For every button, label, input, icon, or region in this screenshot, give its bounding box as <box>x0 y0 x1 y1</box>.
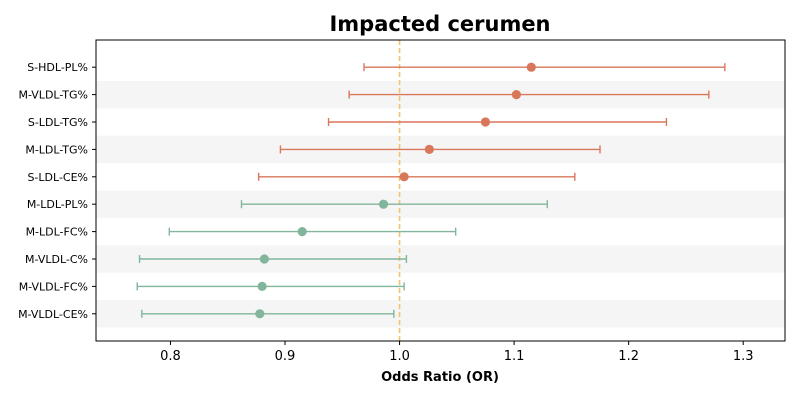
x-tick-label: 0.9 <box>275 349 296 364</box>
chart-title: Impacted cerumen <box>329 12 550 36</box>
x-tick-label: 0.8 <box>160 349 181 364</box>
plot-frame <box>95 39 786 342</box>
y-axis: S-HDL-PL% M-VLDL-TG% S-LDL-TG% M-LDL-TG% S-L… <box>18 61 96 321</box>
y-tick-label: S-HDL-PL% <box>27 61 88 74</box>
or-point <box>255 309 265 319</box>
or-point <box>257 281 267 291</box>
y-tick-label: M-LDL-PL% <box>27 198 88 211</box>
x-axis: 0.8 0.9 1.0 1.1 1.2 1.3 <box>160 341 754 364</box>
or-point <box>378 199 389 209</box>
y-tick-label: S-LDL-CE% <box>27 171 88 184</box>
x-tick-label: 1.3 <box>733 349 754 364</box>
y-tick-label: M-LDL-TG% <box>25 143 88 156</box>
or-point <box>424 144 434 154</box>
y-tick-label: M-VLDL-CE% <box>18 308 88 321</box>
or-point <box>259 254 269 264</box>
x-axis-label: Odds Ratio (OR) <box>381 370 499 385</box>
x-tick-label: 1.2 <box>618 349 639 364</box>
y-tick-label: M-VLDL-TG% <box>18 89 88 102</box>
data-marks <box>136 62 726 319</box>
or-point <box>526 62 536 72</box>
or-point <box>480 117 491 127</box>
or-point <box>297 227 307 237</box>
y-tick-label: M-VLDL-C% <box>25 253 88 266</box>
x-tick-label: 1.1 <box>504 349 525 364</box>
y-tick-label: M-LDL-FC% <box>26 226 88 239</box>
x-tick-label: 1.0 <box>389 349 410 364</box>
or-point <box>399 172 409 182</box>
y-tick-label: S-LDL-TG% <box>28 116 88 129</box>
or-point <box>511 90 521 100</box>
y-tick-label: M-VLDL-FC% <box>19 280 88 293</box>
